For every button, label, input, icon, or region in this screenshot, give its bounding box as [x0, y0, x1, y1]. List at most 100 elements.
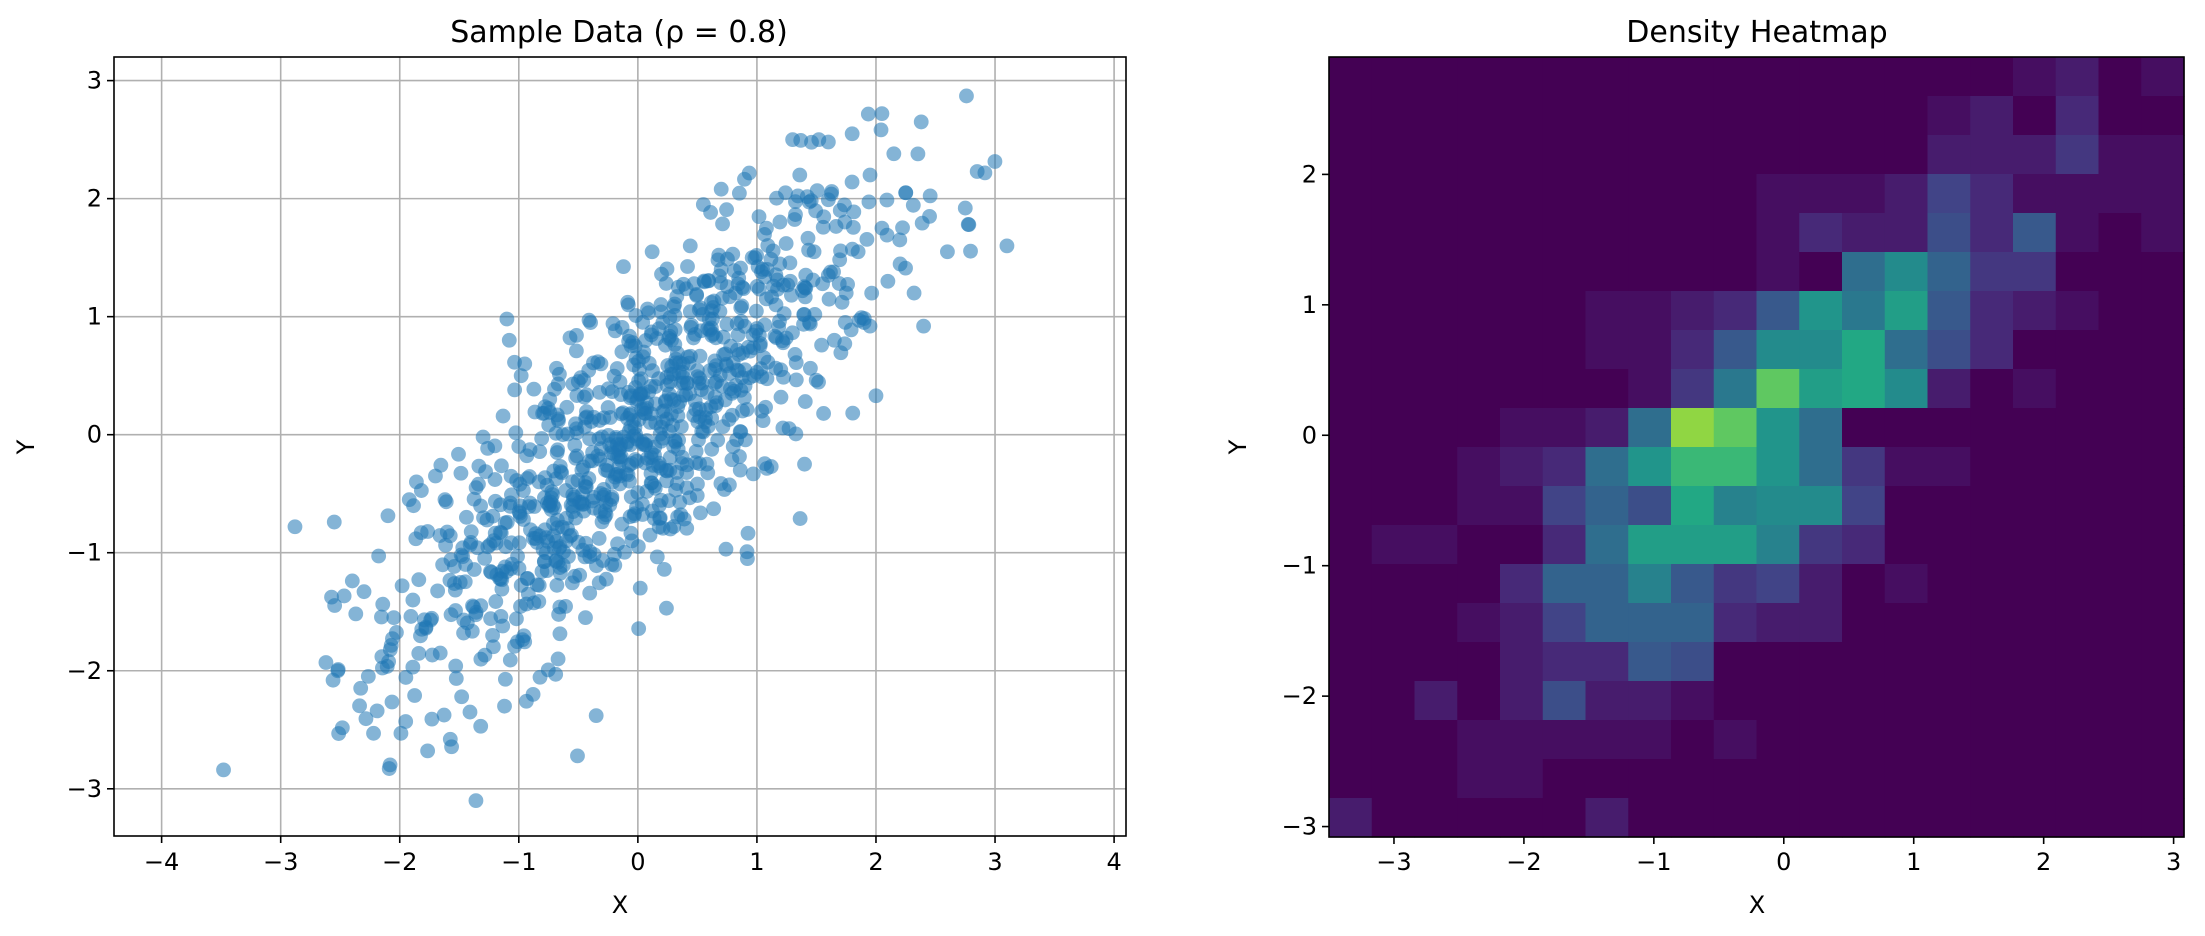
scatter-point	[697, 414, 713, 430]
scatter-point	[448, 671, 464, 686]
heatmap-cell	[1756, 369, 1800, 409]
heatmap-cell	[1970, 642, 2014, 682]
scatter-point	[820, 134, 836, 150]
scatter-point	[655, 430, 671, 446]
scatter-point	[591, 531, 607, 546]
scatter-point	[861, 194, 877, 210]
scatter-xtick-label: −4	[144, 848, 179, 876]
scatter-point	[353, 680, 369, 696]
heatmap-cell	[1457, 642, 1501, 682]
scatter-point	[518, 596, 534, 612]
heatmap-cell	[1884, 330, 1929, 370]
heatmap-cell	[1329, 174, 1373, 214]
heatmap-cell	[1414, 759, 1458, 799]
scatter-point	[781, 421, 797, 437]
scatter-point	[659, 411, 675, 427]
scatter-point	[549, 445, 565, 460]
scatter-point	[597, 503, 613, 519]
heatmap-cell	[2055, 642, 2100, 682]
heatmap-cell	[1329, 252, 1373, 292]
scatter-point	[382, 642, 398, 657]
heatmap-cell	[1500, 681, 1544, 721]
scatter-point	[508, 425, 524, 441]
scatter-point	[501, 332, 517, 348]
heatmap-cell	[1970, 252, 2014, 292]
scatter-point	[765, 243, 781, 259]
scatter-point	[384, 694, 400, 710]
heatmap-cell	[1414, 798, 1458, 838]
scatter-point	[576, 503, 592, 519]
heatmap-cell	[1542, 57, 1587, 97]
heatmap-cell	[1970, 720, 2014, 760]
scatter-point	[916, 318, 931, 334]
heatmap-cell	[1884, 798, 1929, 838]
scatter-point	[666, 299, 682, 315]
scatter-point	[438, 494, 454, 510]
heatmap-cell	[1842, 330, 1886, 370]
heatmap-cell	[1713, 525, 1758, 565]
scatter-point	[688, 444, 704, 459]
heatmap-cell	[1799, 252, 1843, 292]
heatmap-cell	[1671, 720, 1715, 760]
scatter-xtick-label: 3	[987, 848, 1002, 876]
heatmap-cell	[2013, 798, 2057, 838]
scatter-point	[724, 385, 740, 401]
scatter-point	[398, 670, 414, 685]
scatter-point	[403, 609, 419, 624]
heatmap-cell	[1500, 486, 1544, 526]
scatter-point	[802, 360, 818, 376]
heatmap-cell	[1884, 252, 1929, 292]
heatmap-cell	[1713, 447, 1758, 487]
heatmap-cell	[2098, 720, 2142, 760]
scatter-point	[832, 252, 848, 268]
scatter-point	[604, 491, 620, 507]
heatmap-cell	[2141, 447, 2185, 487]
heatmap-cell	[1970, 174, 2014, 214]
scatter-point	[844, 126, 860, 142]
heatmap-cell	[2098, 603, 2142, 643]
scatter-point	[550, 554, 566, 570]
scatter-point	[751, 209, 767, 225]
scatter-point	[957, 200, 973, 216]
scatter-point	[663, 323, 679, 339]
heatmap-cell	[1842, 57, 1886, 97]
heatmap-cell	[1713, 681, 1758, 721]
heatmap-cell	[1970, 330, 2014, 370]
heatmap-cell	[1756, 213, 1800, 253]
heatmap-cell	[1414, 213, 1458, 253]
heatmap-cell	[1500, 174, 1544, 214]
heatmap-cell	[2098, 96, 2142, 136]
scatter-xtick-label: −3	[263, 848, 298, 876]
heatmap-cell	[2141, 252, 2185, 292]
scatter-point	[756, 350, 772, 365]
heatmap-cell	[2098, 447, 2142, 487]
scatter-point	[796, 307, 812, 323]
scatter-point	[719, 316, 735, 332]
heatmap-cell	[1756, 174, 1800, 214]
heatmap-cell	[2141, 57, 2185, 97]
scatter-point	[666, 392, 682, 408]
scatter-point	[502, 652, 518, 668]
heatmap-cell	[1927, 720, 1971, 760]
heatmap-cell	[2141, 369, 2185, 409]
heatmap-cell	[1628, 330, 1672, 370]
heatmap-cell	[1628, 486, 1672, 526]
scatter-point	[837, 314, 853, 330]
heatmap-cell	[1329, 96, 1373, 136]
heatmap-cell	[1884, 174, 1929, 214]
heatmap-cell	[1799, 642, 1843, 682]
scatter-point	[551, 607, 567, 622]
heatmap-cell	[2141, 564, 2185, 604]
heatmap-cell	[1713, 57, 1758, 97]
heatmap-cells	[1329, 57, 2185, 838]
scatter-point	[656, 561, 672, 577]
scatter-point	[940, 244, 955, 260]
scatter-xtick-label: 4	[1106, 848, 1121, 876]
heatmap-cell	[1628, 642, 1672, 682]
heatmap-cell	[1414, 369, 1458, 409]
heatmap-cell	[2055, 135, 2100, 175]
heatmap-cell	[1927, 681, 1971, 721]
heatmap-cell	[1671, 564, 1715, 604]
heatmap-cell	[1756, 447, 1800, 487]
scatter-points	[216, 88, 1015, 808]
